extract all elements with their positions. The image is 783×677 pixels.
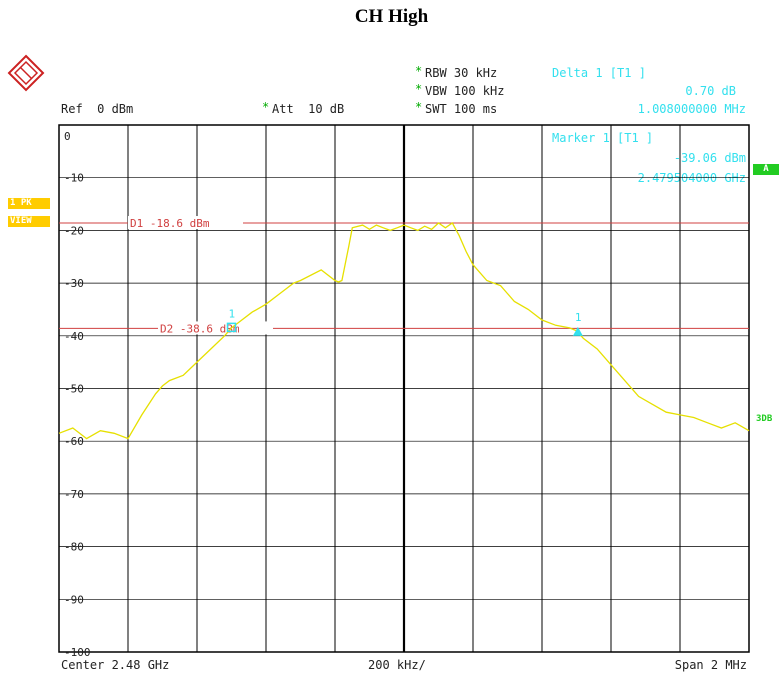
y-tick-label: -70 bbox=[64, 488, 84, 501]
detector-pk-badge: 1 PK bbox=[8, 198, 50, 209]
display-lines: D1 -18.6 dBm D2 -38.6 dBm bbox=[59, 216, 749, 335]
y-tick-label: 0 bbox=[64, 130, 71, 143]
att-star: * bbox=[262, 100, 270, 114]
y-tick-label: -10 bbox=[64, 172, 84, 185]
3db-label: 3DB bbox=[756, 414, 773, 424]
display-line-label-bg bbox=[158, 321, 273, 335]
delta-marker-frequency: 1.008000000 MHz bbox=[637, 102, 746, 116]
marker-triangle bbox=[572, 326, 583, 336]
trace-line bbox=[58, 222, 750, 440]
y-tick-label: -40 bbox=[64, 330, 84, 343]
vbw-readout: VBW 100 kHz bbox=[425, 84, 505, 98]
y-tick-label: -20 bbox=[64, 224, 84, 237]
ref-level-readout: Ref 0 dBm bbox=[61, 102, 134, 116]
trace-a-badge: A bbox=[753, 164, 779, 175]
y-tick-label: -80 bbox=[64, 541, 84, 554]
marker-label: 1 bbox=[575, 311, 582, 324]
y-tick-labels: 0 -10 -20 -30 -40 -50 -60 -70 -80 -90 -100 bbox=[64, 130, 91, 659]
attenuation-readout: Att 10 dB bbox=[272, 102, 345, 116]
display-line-label: D1 -18.6 dBm bbox=[130, 217, 210, 230]
vbw-star: * bbox=[415, 82, 423, 96]
swt-readout: SWT 100 ms bbox=[425, 102, 498, 116]
delta-marker-level: 0.70 dB bbox=[685, 84, 736, 98]
swt-star: * bbox=[415, 100, 423, 114]
y-tick-label: -100 bbox=[64, 646, 91, 659]
display-line-label: D2 -38.6 dBm bbox=[160, 322, 240, 335]
delta-marker-title: Delta 1 [T1 ] bbox=[552, 66, 646, 80]
display-line-label-bg bbox=[128, 216, 243, 230]
y-tick-label: -50 bbox=[64, 383, 84, 396]
marker-label: 1 bbox=[229, 307, 236, 320]
trace-view-badge: VIEW bbox=[8, 216, 50, 227]
rbw-readout: RBW 30 kHz bbox=[425, 66, 498, 80]
grid-lines bbox=[59, 125, 749, 652]
span-label: Span 2 MHz bbox=[674, 658, 747, 672]
marker-level: -39.06 dBm bbox=[673, 151, 746, 165]
y-tick-label: -30 bbox=[64, 277, 84, 290]
delta-marker-square bbox=[226, 322, 237, 333]
center-frequency-label: Center 2.48 GHz bbox=[61, 658, 170, 672]
rbw-star: * bbox=[415, 64, 423, 78]
marker-title: Marker 1 [T1 ] bbox=[552, 131, 654, 145]
division-label: 200 kHz/ bbox=[368, 658, 426, 672]
y-tick-label: -90 bbox=[64, 593, 84, 606]
chart-title: CH High bbox=[354, 6, 429, 27]
y-tick-label: -60 bbox=[64, 435, 84, 448]
